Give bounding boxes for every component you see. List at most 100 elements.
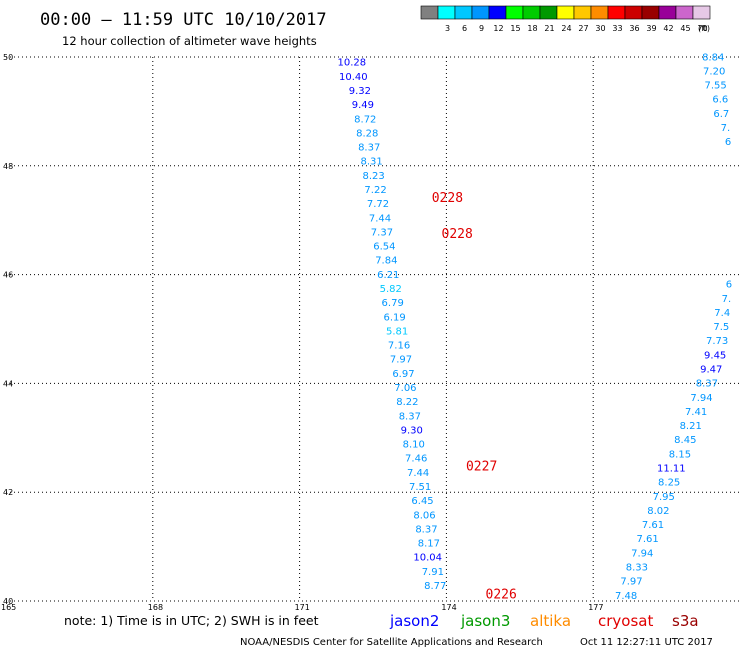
swh-value: 8.02 (647, 506, 669, 517)
swh-value: 9.49 (352, 100, 374, 111)
legend-swatch (675, 5, 694, 20)
swh-value: 9.45 (704, 350, 726, 361)
credit-text: NOAA/NESDIS Center for Satellite Applica… (240, 637, 543, 648)
swh-value: 5.81 (386, 326, 408, 337)
legend-swatch (454, 5, 473, 20)
y-tick-label: 48 (3, 162, 13, 171)
time-label: 0228 (442, 227, 473, 242)
swh-value: 11.11 (657, 464, 686, 475)
satellite-label-s3a: s3a (672, 612, 699, 630)
swh-value: 8.10 (403, 440, 425, 451)
swh-value: 7.37 (371, 227, 393, 238)
legend-label: 39 (646, 24, 656, 33)
x-tick-label: 165 (1, 603, 16, 612)
time-labels: 02280228022702260 (432, 191, 517, 602)
swh-value: 9.47 (700, 365, 722, 376)
swh-value: 5.82 (380, 284, 402, 295)
swh-value: 8.72 (354, 114, 376, 125)
swh-value: 7.16 (388, 341, 410, 352)
timestamp-text: Oct 11 12:27:11 UTC 2017 (580, 637, 713, 648)
swh-value: 6.97 (392, 369, 414, 380)
y-tick-label: 42 (3, 488, 13, 497)
swh-value: 7.5 (713, 322, 729, 333)
satellite-label-jason3: jason3 (460, 612, 510, 630)
legend-label: 12 (493, 24, 503, 33)
legend-label: 3 (445, 24, 450, 33)
x-tick-label: 168 (148, 603, 163, 612)
swh-value: 8.22 (396, 397, 418, 408)
swh-value: 6.54 (373, 242, 395, 253)
legend-swatch (624, 5, 643, 20)
satellite-legend: jason2 jason3 altika cryosat s3a (389, 612, 699, 630)
swh-value: 7.72 (367, 199, 389, 210)
legend-label: 24 (561, 24, 571, 33)
swh-value: 7.4 (714, 308, 730, 319)
legend-swatch (658, 5, 677, 20)
legend-label: 9 (479, 24, 484, 33)
swh-value: 6 (726, 280, 732, 291)
swh-value: 8.17 (418, 539, 440, 550)
legend-swatch (437, 5, 456, 20)
swh-value: 7.91 (422, 567, 444, 578)
swh-value: 10.40 (339, 72, 368, 83)
swh-value: 8.37 (399, 411, 421, 422)
swh-value: 7.46 (405, 454, 427, 465)
legend-swatch (573, 5, 592, 20)
x-tick-label: 177 (588, 603, 603, 612)
y-tick-label: 40 (3, 597, 13, 606)
legend-label: 30 (595, 24, 605, 33)
swh-value: 7.73 (706, 336, 728, 347)
swh-value: 8.15 (669, 449, 691, 460)
time-label: 0228 (432, 191, 463, 206)
swh-value: 8.45 (674, 435, 696, 446)
swh-value: 7.84 (375, 256, 397, 267)
legend-swatch (556, 5, 575, 20)
time-label: 0227 (466, 459, 497, 474)
swh-value: 8.25 (658, 478, 680, 489)
swh-value: 7.48 (615, 591, 637, 602)
swh-value: 7.41 (685, 407, 707, 418)
swh-value: 8.23 (362, 171, 384, 182)
swh-value: 7.20 (703, 66, 725, 77)
swh-value: 7.61 (637, 534, 659, 545)
legend-swatch (420, 5, 439, 20)
y-tick-label: 50 (3, 53, 13, 62)
swh-value: 6.79 (382, 298, 404, 309)
satellite-tracks: 10.28 10.40 9.32 9.49 8.72 8.28 8.37 8.31 8.23 7.… (338, 52, 733, 602)
legend-label: 21 (544, 24, 554, 33)
swh-value: 9.32 (349, 86, 371, 97)
y-tick-label: 46 (3, 271, 13, 280)
swh-value: 7.97 (390, 355, 412, 366)
legend-swatch (471, 5, 490, 20)
legend-unit: (ft) (698, 24, 710, 33)
legend-swatch (590, 5, 609, 20)
swh-value: 7.44 (407, 468, 429, 479)
legend-swatch (488, 5, 507, 20)
swh-value: 7.94 (631, 548, 653, 559)
swh-value: 8.31 (361, 157, 383, 168)
legend-label: 33 (612, 24, 622, 33)
legend-label: 15 (510, 24, 520, 33)
swh-value: 8.77 (424, 581, 446, 592)
axis-ticks: 165 168 171 174 177 40 42 44 46 48 50 (1, 53, 603, 612)
legend-label: 70 (697, 24, 707, 33)
swh-value: 7.22 (364, 185, 386, 196)
chart-title: 00:00 – 11:59 UTC 10/10/2017 (40, 10, 327, 30)
swh-value: 7. (721, 123, 731, 134)
x-tick-label: 171 (295, 603, 310, 612)
swh-value: 6.45 (411, 496, 433, 507)
swh-value: 9.30 (401, 425, 423, 436)
legend-swatch (522, 5, 541, 20)
swh-value: 8.06 (413, 510, 435, 521)
swh-value: 6.6 (712, 95, 728, 106)
legend-label: 45 (680, 24, 690, 33)
legend-swatch (505, 5, 524, 20)
swh-value: 6.21 (377, 270, 399, 281)
swh-value: 7.97 (620, 577, 642, 588)
swh-value: 6.7 (713, 109, 729, 120)
satellite-label-cryosat: cryosat (598, 612, 653, 630)
color-legend: 3 6 9 12 15 18 21 24 27 30 33 36 39 42 45 70(ft) (420, 5, 711, 33)
lat-lon-grid (6, 56, 740, 602)
swh-value: 8.21 (680, 421, 702, 432)
legend-label: 36 (629, 24, 639, 33)
